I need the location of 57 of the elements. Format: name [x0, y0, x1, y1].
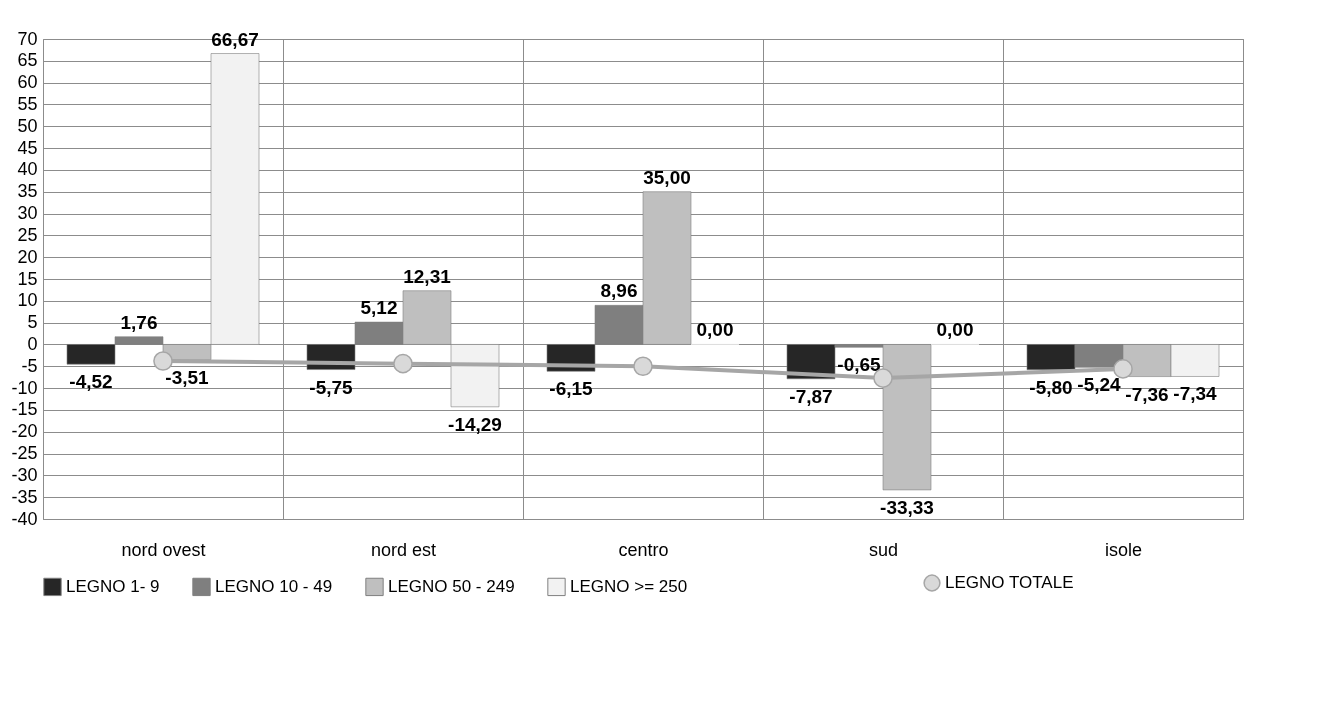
- y-tick-label: 20: [17, 246, 38, 267]
- y-tick-label: -40: [11, 508, 38, 529]
- data-label: 0,00: [936, 319, 974, 341]
- data-label: -33,33: [880, 496, 934, 518]
- data-label: -7,34: [1173, 383, 1218, 405]
- legend-label: LEGNO 10 - 49: [215, 576, 333, 596]
- x-tick-label: nord ovest: [121, 539, 206, 560]
- x-tick-label: isole: [1104, 539, 1143, 560]
- data-label: 0,00: [696, 319, 734, 341]
- point: [153, 351, 173, 371]
- y-tick-label: 65: [17, 50, 38, 71]
- y-tick-label: -30: [11, 464, 38, 485]
- y-tick-label: -5: [21, 355, 38, 376]
- y-tick-label: 35: [17, 181, 38, 202]
- data-label: 8,96: [600, 280, 638, 302]
- point: [633, 356, 653, 377]
- data-label: 1,76: [120, 311, 158, 333]
- data-label: 12,31: [403, 265, 452, 287]
- data-label: -7,36: [1125, 383, 1169, 405]
- point: [393, 353, 413, 374]
- y-tick-label: 15: [17, 268, 38, 289]
- data-label: 35,00: [643, 166, 691, 188]
- y-tick-label: 0: [27, 333, 38, 354]
- data-label: -4,52: [69, 371, 113, 393]
- point: [1113, 359, 1133, 379]
- y-tick-label: -35: [11, 486, 38, 507]
- y-tick-label: 40: [17, 159, 38, 180]
- y-tick-label: -10: [11, 377, 38, 398]
- legend-label: LEGNO 1- 9: [66, 576, 160, 596]
- y-tick-label: 30: [17, 203, 38, 224]
- data-label: 66,67: [211, 28, 259, 50]
- y-tick-label: -20: [11, 421, 38, 442]
- data-label: -0,65: [837, 354, 882, 376]
- y-tick-label: 45: [17, 137, 38, 158]
- y-tick-label: -15: [11, 399, 38, 420]
- data-label: 5,12: [360, 297, 398, 319]
- legend-label: LEGNO TOTALE: [945, 573, 1074, 592]
- data-label: -5,75: [309, 376, 354, 398]
- data-label: -5,24: [1077, 374, 1122, 396]
- data-label: -6,15: [549, 378, 594, 400]
- data-label: -5,80: [1029, 376, 1073, 398]
- y-tick-label: 60: [17, 72, 38, 93]
- legend-label: LEGNO >= 250: [570, 576, 688, 596]
- y-tick-label: 25: [17, 224, 38, 245]
- x-tick-label: sud: [868, 539, 899, 560]
- x-tick-label: nord est: [370, 539, 437, 560]
- y-tick-label: 55: [17, 93, 38, 114]
- y-tick-label: 5: [27, 312, 38, 333]
- y-tick-label: -25: [11, 443, 38, 464]
- y-tick-label: 70: [17, 28, 38, 49]
- legend-label: LEGNO 50 - 249: [388, 576, 515, 596]
- data-label: -3,51: [165, 366, 210, 388]
- y-tick-label: 50: [17, 115, 38, 136]
- y-tick-label: 10: [17, 290, 38, 311]
- data-label: -7,87: [789, 385, 833, 407]
- data-label: -14,29: [448, 413, 502, 435]
- x-tick-label: centro: [618, 539, 669, 560]
